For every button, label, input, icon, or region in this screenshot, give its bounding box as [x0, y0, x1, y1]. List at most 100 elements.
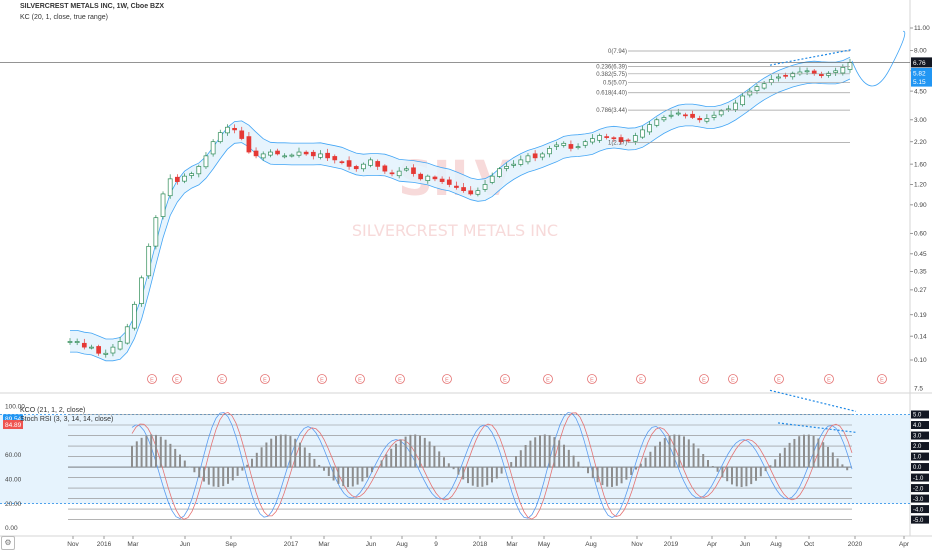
price-label-text: 6.76 [913, 60, 926, 67]
osc-left-label-text: 84.89 [5, 422, 22, 429]
kco-bar [428, 441, 431, 468]
kco-bar [515, 456, 517, 468]
kco-bar [284, 434, 287, 468]
candle-body [590, 138, 595, 143]
kco-bar [447, 463, 450, 468]
price-label-box [911, 57, 932, 68]
kco-bar [193, 467, 196, 473]
kco-bar [159, 436, 162, 468]
osc-right-label-box [911, 484, 929, 493]
kco-bar [443, 457, 445, 468]
candle-body [174, 176, 180, 182]
candle-body [368, 159, 373, 166]
kco-bar [649, 451, 652, 468]
kco-bar [467, 467, 469, 484]
candle-body [604, 136, 610, 138]
earnings-marker-icon [317, 374, 327, 384]
kco-bar [236, 467, 239, 476]
osc-trend-line-2 [777, 422, 857, 433]
kco-bar [697, 448, 700, 468]
candle-body [132, 303, 137, 329]
time-tick-label: Aug [585, 541, 597, 548]
candle-body [346, 160, 352, 167]
settings-icon[interactable]: ⚙ [1, 536, 15, 550]
kco-bar [750, 467, 753, 485]
candle-body [282, 155, 288, 158]
time-tick-label: 2017 [284, 541, 299, 548]
kco-bar [755, 467, 757, 481]
kco-bar [687, 439, 690, 468]
kco-bar [318, 464, 321, 468]
candle-body [411, 167, 416, 174]
candle-body [110, 346, 116, 354]
candle-body [425, 175, 431, 181]
osc-right-label-box [911, 473, 929, 482]
kco-bar [615, 467, 618, 486]
price-tick-label: 0.35 [914, 269, 927, 276]
osc-trend-line-1 [769, 389, 857, 412]
kco-bar [275, 435, 277, 468]
kco-bar [270, 438, 273, 468]
candle-body [339, 161, 345, 164]
earnings-marker-label: E [639, 377, 643, 383]
time-tick-label: 2020 [848, 541, 863, 548]
kco-bar [246, 464, 249, 468]
time-tick-label: Jun [366, 541, 377, 548]
kco-bar [150, 434, 153, 468]
earnings-marker-icon [728, 374, 738, 384]
kco-bar [500, 467, 503, 474]
indicator-label: KC (20, 1, close, true range) [20, 14, 108, 21]
candle-body [375, 161, 381, 167]
candle-body [819, 73, 824, 77]
earnings-marker-label: E [445, 377, 449, 383]
fib-level-label: 0(7.94) [608, 49, 627, 55]
kco-bar [433, 446, 436, 468]
osc-left-label-box [3, 414, 23, 424]
candle-body [153, 217, 159, 247]
candle-body [96, 346, 101, 354]
kco-bar [179, 454, 181, 468]
kco-bar [419, 435, 421, 468]
kco-bar [654, 446, 657, 468]
kco-bar [303, 447, 306, 468]
kco-bar [711, 466, 714, 468]
kco-bar [131, 445, 133, 468]
candle-body [725, 108, 731, 111]
kco-bar [155, 434, 157, 468]
candle-body [253, 150, 259, 157]
candle-body [640, 129, 645, 138]
kco-bar [702, 454, 705, 468]
kco-bar [207, 467, 210, 485]
candle-body [403, 168, 409, 171]
candle-body [783, 74, 788, 77]
kco-bar [183, 460, 186, 468]
kco-bar [222, 467, 225, 487]
candle-body [246, 136, 252, 153]
candle-body [776, 76, 781, 79]
kco-bar [279, 434, 282, 468]
candle-body [661, 117, 667, 121]
candle-body [489, 175, 495, 183]
candle-body [260, 153, 266, 159]
projection-path [851, 30, 906, 87]
candle-body [296, 151, 302, 156]
kco-bar [827, 446, 829, 468]
time-tick-label: Apr [707, 541, 718, 548]
candle-body [475, 190, 481, 195]
osc-right-tick-label: 5.0 [913, 413, 922, 419]
candle-body [683, 114, 688, 117]
candle-body [575, 146, 581, 149]
candle-body [547, 148, 552, 155]
osc-right-label-box [911, 410, 929, 419]
kco-bar [313, 458, 316, 468]
earnings-marker-icon [147, 374, 157, 384]
kco-bar [227, 467, 229, 484]
candle-body [446, 179, 452, 185]
kco-bar [332, 467, 335, 481]
candle-body [139, 277, 144, 304]
kco-bar [255, 452, 258, 468]
price-tick-label: 0.45 [914, 251, 927, 258]
kco-bar [174, 448, 177, 468]
kco-bar [203, 467, 205, 482]
